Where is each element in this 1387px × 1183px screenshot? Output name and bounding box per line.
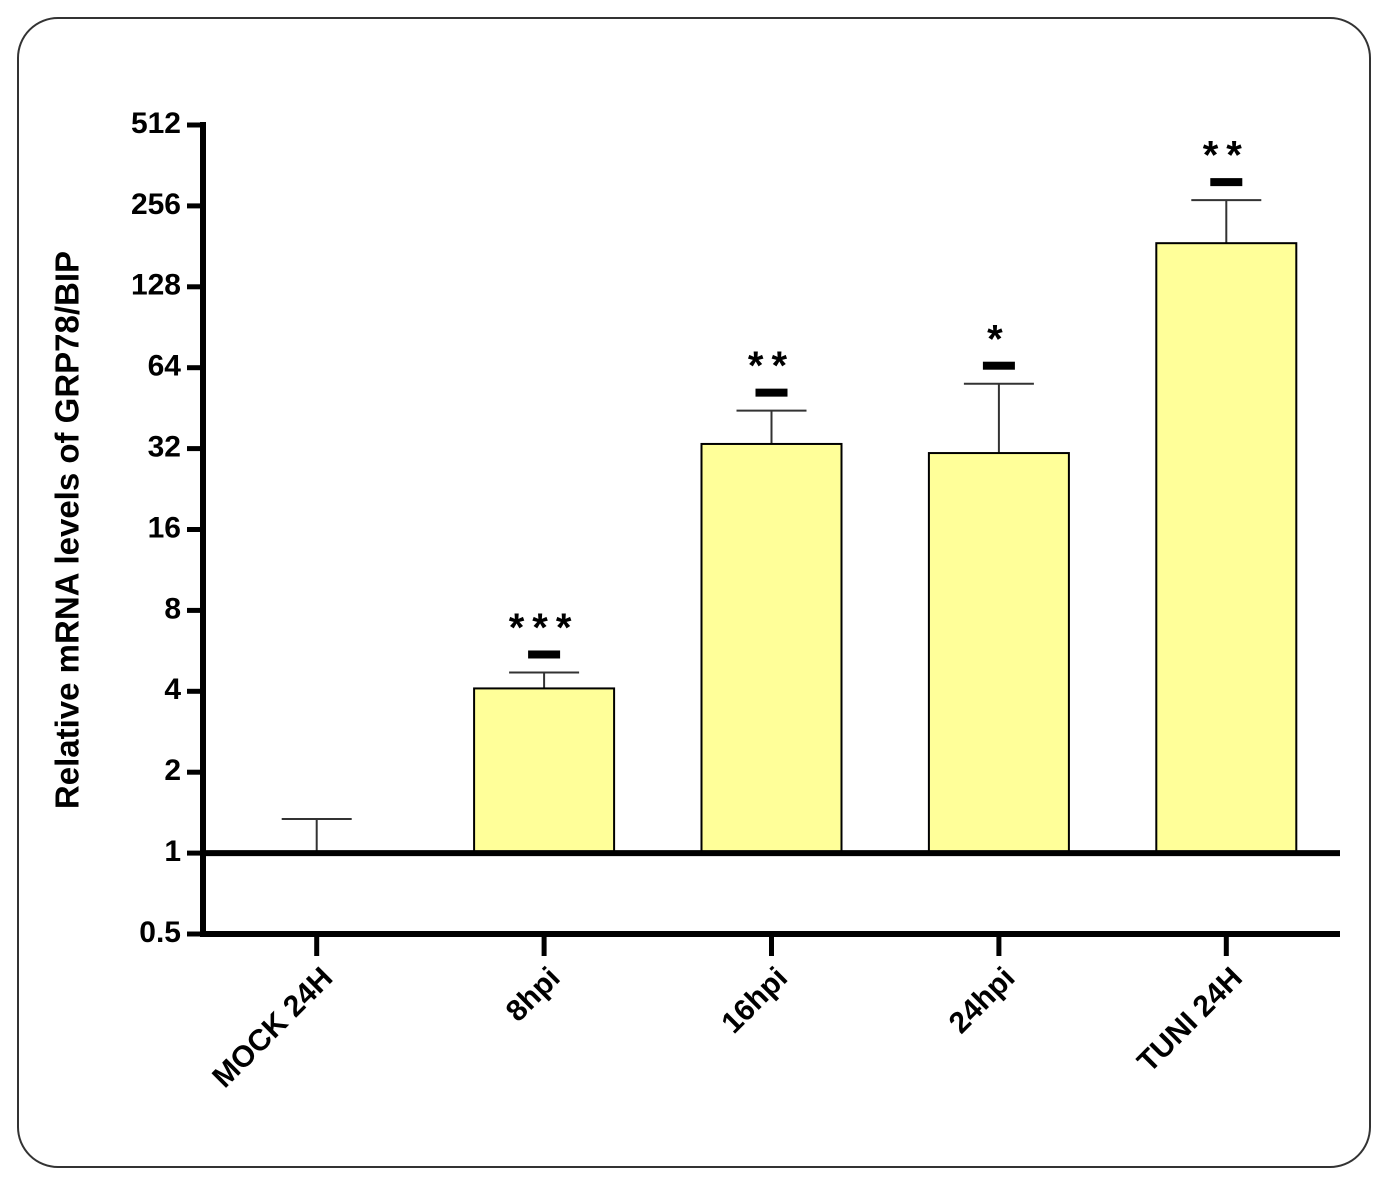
- y-tick-label: 8: [164, 592, 181, 625]
- y-tick-label: 0.5: [139, 916, 181, 949]
- y-tick-label: 1: [164, 835, 181, 868]
- x-tick-label: MOCK 24H: [206, 961, 339, 1094]
- y-tick-label: 512: [131, 107, 181, 140]
- significance-dash: [528, 650, 561, 659]
- x-tick-label: TUNI 24H: [1131, 961, 1249, 1079]
- frame: [17, 17, 1371, 1168]
- significance-dash: [755, 388, 788, 397]
- y-tick-label: 16: [148, 511, 181, 544]
- significance-label: *: [987, 317, 1011, 361]
- y-tick-label: 64: [148, 350, 182, 383]
- significance-dash: [1210, 178, 1243, 187]
- significance-dash: [982, 361, 1015, 370]
- y-tick-label: 2: [164, 754, 181, 787]
- significance-label: ***: [509, 606, 580, 650]
- x-tick-label: 16hpi: [715, 961, 794, 1040]
- bar: [473, 687, 616, 855]
- y-axis-label: Relative mRNA levels of GRP78/BIP: [49, 251, 86, 809]
- x-tick-label: 8hpi: [500, 961, 567, 1028]
- y-tick-label: 4: [164, 673, 181, 706]
- bar: [1155, 242, 1298, 855]
- significance-label: **: [748, 344, 795, 388]
- bar: [700, 442, 843, 855]
- y-tick-label: 32: [148, 431, 181, 464]
- y-tick-label: 256: [131, 188, 181, 221]
- y-tick-label: 128: [131, 269, 181, 302]
- significance-label: **: [1203, 134, 1250, 178]
- x-tick-label: 24hpi: [943, 961, 1022, 1040]
- bar: [927, 452, 1070, 855]
